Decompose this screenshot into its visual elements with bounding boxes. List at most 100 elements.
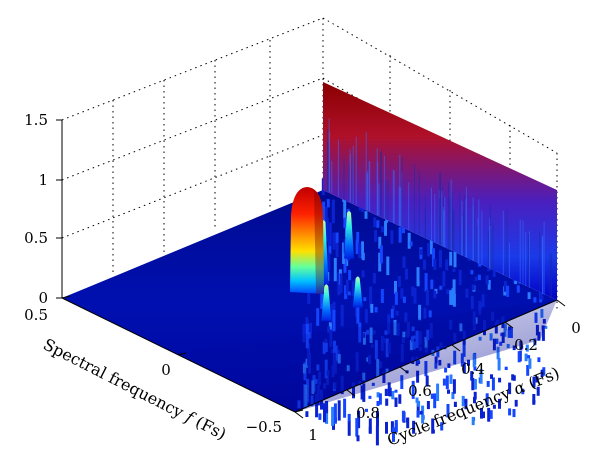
main-peak: [290, 187, 324, 294]
noise-spike: [482, 411, 485, 419]
noise-spike: [491, 377, 495, 391]
noise-spike: [375, 425, 379, 446]
noise-spike: [347, 420, 351, 436]
alpha-tick: [399, 366, 409, 374]
noise-spike: [423, 259, 426, 270]
noise-spike: [544, 325, 548, 329]
wall-streaks: [327, 118, 553, 299]
noise-spike: [360, 385, 364, 400]
noise-spike: [532, 376, 536, 388]
noise-spike: [378, 393, 382, 405]
noise-spike: [363, 297, 367, 302]
noise-spike: [361, 270, 365, 278]
noise-spike: [416, 267, 420, 285]
noise-spike: [406, 418, 409, 423]
noise-spike: [416, 410, 420, 418]
noise-spike: [426, 401, 430, 410]
noise-spike: [533, 297, 537, 303]
noise-spike: [432, 248, 435, 267]
noise-spike: [385, 398, 389, 406]
noise-spike: [343, 398, 347, 418]
f-tick-label: 0: [161, 361, 171, 379]
noise-spike: [514, 280, 518, 285]
noise-spike: [347, 413, 351, 422]
noise-spike: [390, 230, 394, 245]
noise-spike: [305, 411, 309, 417]
noise-spike: [302, 323, 306, 343]
noise-spike: [405, 268, 408, 280]
noise-spike: [514, 399, 518, 407]
noise-spike: [392, 427, 395, 442]
noise-spike: [452, 268, 456, 272]
noise-spike: [521, 388, 525, 395]
noise-spike: [330, 304, 334, 323]
noise-spike: [335, 232, 339, 243]
noise-spike: [368, 395, 372, 399]
noise-spike: [406, 417, 410, 429]
noise-spike: [344, 285, 348, 300]
noise-spike: [442, 378, 446, 386]
noise-spike: [485, 275, 489, 285]
noise-spike: [444, 367, 448, 373]
noise-spike: [481, 294, 485, 307]
noise-spike: [461, 395, 465, 407]
noise-spike: [452, 293, 456, 307]
noise-spike: [430, 279, 434, 290]
noise-spike: [464, 399, 468, 410]
noise-spike: [439, 285, 443, 290]
noise-spike: [361, 252, 365, 261]
noise-spike: [490, 374, 493, 379]
noise-spike: [540, 369, 544, 377]
alpha-tick-label: 1: [308, 426, 318, 444]
noise-spike: [467, 359, 470, 366]
noise-spike: [526, 365, 530, 376]
noise-spike: [504, 366, 508, 370]
alpha-tick-label: 0.8: [356, 404, 380, 422]
noise-spike: [376, 220, 380, 228]
noise-spike: [470, 270, 474, 275]
noise-spike: [369, 286, 373, 309]
noise-spike: [512, 375, 516, 381]
noise-spike: [449, 290, 453, 305]
noise-spike: [542, 367, 546, 376]
noise-spike: [386, 256, 390, 276]
noise-spike: [451, 392, 455, 400]
noise-spike: [307, 290, 311, 304]
noise-spike: [496, 346, 500, 360]
noise-spike: [376, 392, 380, 398]
noise-spike: [324, 206, 328, 231]
noise-spike: [452, 379, 456, 394]
noise-spike: [473, 391, 477, 400]
noise-spike: [391, 391, 395, 400]
z-tick-label: 0.5: [24, 229, 48, 247]
noise-spike: [449, 251, 453, 266]
noise-spike: [323, 403, 326, 423]
noise-spike: [431, 418, 435, 434]
f-tick-label: 0.5: [24, 306, 48, 324]
noise-spike: [333, 257, 337, 282]
noise-spike: [492, 268, 496, 277]
noise-spike: [508, 408, 512, 416]
noise-spike: [541, 329, 545, 341]
noise-spike: [537, 357, 541, 363]
alpha-tick: [451, 344, 461, 352]
noise-spike: [431, 429, 435, 434]
noise-spike: [409, 241, 413, 247]
noise-spike: [473, 366, 477, 371]
alpha-tick-label: 0: [571, 319, 581, 337]
noise-spike: [517, 351, 521, 363]
noise-spike: [504, 281, 507, 292]
noise-spike: [472, 354, 476, 368]
noise-spike: [471, 378, 475, 391]
noise-spike: [326, 199, 330, 208]
noise-spike: [480, 407, 483, 419]
noise-spike: [527, 355, 531, 359]
noise-spike: [320, 288, 324, 309]
noise-spike: [413, 288, 417, 304]
noise-spike: [347, 291, 351, 296]
noise-spike: [492, 404, 496, 409]
noise-spike: [402, 296, 406, 303]
noise-spike: [388, 387, 392, 397]
noise-spike: [439, 249, 442, 268]
noise-spike: [535, 376, 539, 383]
